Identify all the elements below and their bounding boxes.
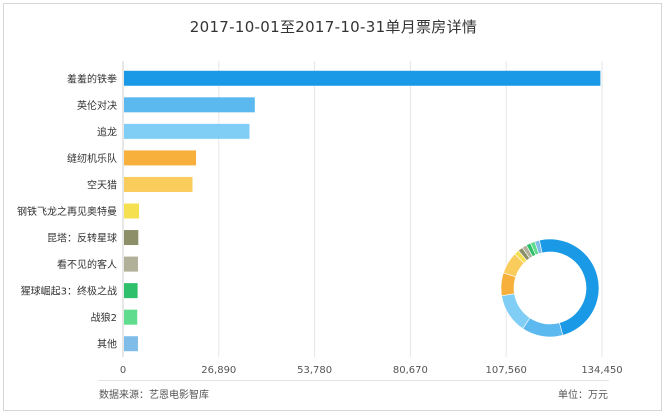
- x-tick-label: 80,670: [393, 365, 428, 376]
- chart-title: 2017-10-01至2017-10-31单月票房详情: [189, 18, 478, 36]
- donut-slice: [522, 317, 564, 338]
- bar: [124, 256, 138, 272]
- category-label: 空天猎: [87, 178, 117, 191]
- category-label: 缝纫机乐队: [67, 152, 117, 165]
- category-label: 猩球崛起3：终极之战: [21, 285, 117, 298]
- unit-label: 单位：万元: [558, 390, 608, 401]
- category-label: 钢铁飞龙之再见奥特曼: [17, 205, 117, 218]
- data-source-label: 数据来源：艺恩电影智库: [99, 390, 209, 401]
- bar: [124, 97, 255, 113]
- category-labels: 羞羞的铁拳英伦对决追龙缝纫机乐队空天猎钢铁飞龙之再见奥特曼昆塔：反转星球看不见的…: [17, 72, 117, 350]
- footer-divider: [98, 380, 609, 381]
- category-label: 英伦对决: [77, 99, 117, 112]
- gridlines: [122, 61, 603, 357]
- bar: [124, 123, 250, 139]
- bar: [124, 230, 139, 246]
- bars: [124, 70, 601, 352]
- bar: [124, 176, 193, 192]
- category-label: 昆塔：反转星球: [47, 232, 117, 245]
- x-tick-label: 53,780: [297, 365, 332, 376]
- bar: [124, 70, 601, 86]
- x-tick-label: 107,560: [486, 365, 527, 376]
- bar: [124, 309, 138, 325]
- donut-slice: [534, 239, 543, 255]
- x-tick-labels: 0 26,890 53,780 80,670 107,560 134,450: [120, 365, 623, 376]
- category-label: 其他: [97, 338, 117, 351]
- category-label: 追龙: [97, 125, 117, 138]
- bar: [124, 336, 138, 352]
- donut-inset: [500, 238, 600, 338]
- category-label: 看不见的客人: [57, 258, 117, 271]
- bar: [124, 283, 138, 299]
- x-tick-label: 0: [120, 365, 126, 376]
- donut-slice: [538, 238, 600, 336]
- bar: [124, 203, 140, 219]
- category-label: 战狼2: [91, 311, 117, 324]
- category-label: 羞羞的铁拳: [67, 72, 117, 85]
- bar: [124, 150, 197, 166]
- x-tick-label: 134,450: [581, 365, 622, 376]
- x-tick-label: 26,890: [201, 365, 236, 376]
